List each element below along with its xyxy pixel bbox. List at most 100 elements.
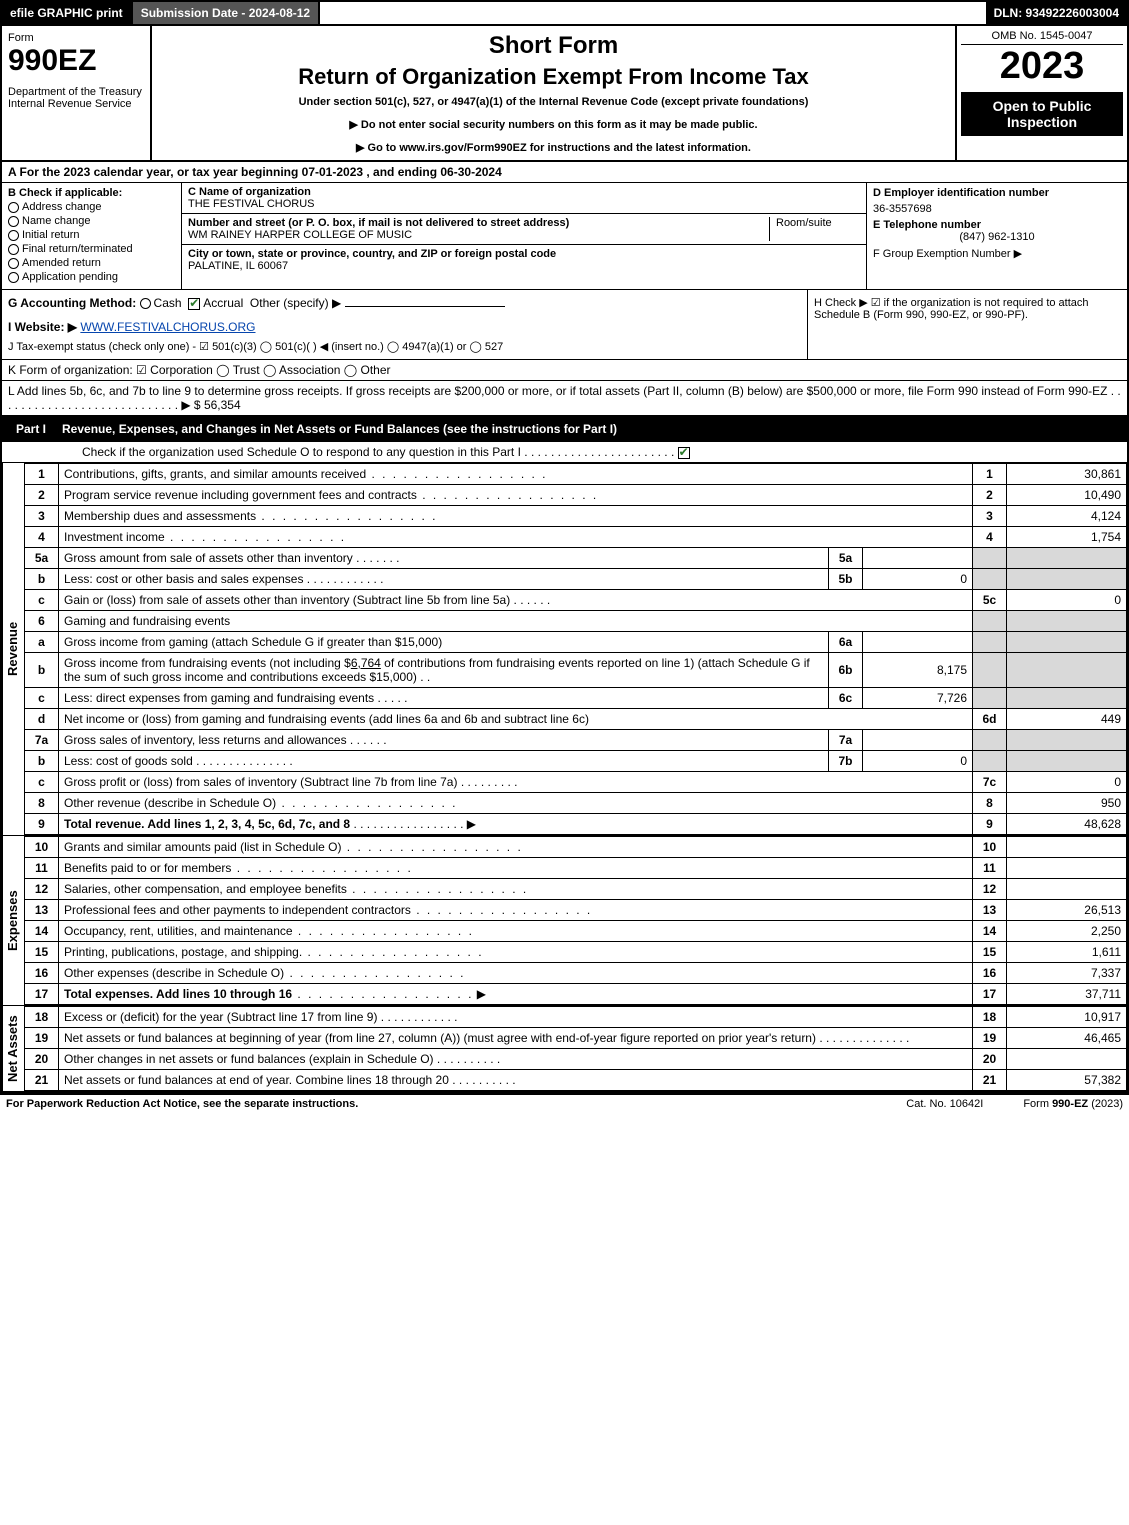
section-l-amount: 56,354 [204,398,241,412]
radio-cash[interactable] [140,298,151,309]
chk-name-change[interactable]: Name change [8,215,175,227]
form-label: Form [8,32,144,44]
line-12: 12Salaries, other compensation, and empl… [25,879,1127,900]
expenses-table: 10Grants and similar amounts paid (list … [24,836,1127,1005]
netassets-table: 18Excess or (deficit) for the year (Subt… [24,1006,1127,1091]
footer-left: For Paperwork Reduction Act Notice, see … [6,1098,358,1110]
line-13: 13Professional fees and other payments t… [25,900,1127,921]
note-link: ▶ Go to www.irs.gov/Form990EZ for instru… [162,141,945,154]
website-link[interactable]: WWW.FESTIVALCHORUS.ORG [80,320,255,334]
e-label: E Telephone number [873,219,1121,231]
chk-accrual[interactable] [188,298,200,310]
revenue-sidelabel: Revenue [2,463,24,835]
line-16: 16Other expenses (describe in Schedule O… [25,963,1127,984]
chk-address-change[interactable]: Address change [8,201,175,213]
line-10: 10Grants and similar amounts paid (list … [25,837,1127,858]
line-6b: bGross income from fundraising events (n… [25,653,1127,688]
line-7c: cGross profit or (loss) from sales of in… [25,772,1127,793]
netassets-section: Net Assets 18Excess or (deficit) for the… [2,1006,1127,1093]
line-8: 8Other revenue (describe in Schedule O)8… [25,793,1127,814]
submission-date: Submission Date - 2024-08-12 [133,2,320,24]
org-city: PALATINE, IL 60067 [188,260,860,272]
line-3: 3Membership dues and assessments34,124 [25,506,1127,527]
topbar: efile GRAPHIC print Submission Date - 20… [2,2,1127,26]
section-g: G Accounting Method: Cash Accrual Other … [2,290,807,359]
header-center: Short Form Return of Organization Exempt… [152,26,957,160]
section-h: H Check ▶ ☑ if the organization is not r… [807,290,1127,359]
line-18: 18Excess or (deficit) for the year (Subt… [25,1007,1127,1028]
telephone: (847) 962-1310 [873,231,1121,243]
under-section: Under section 501(c), 527, or 4947(a)(1)… [162,96,945,108]
footer-right: Form 990-EZ (2023) [1023,1098,1123,1110]
accrual-label: Accrual [203,296,243,310]
g-label: G Accounting Method: [8,296,136,310]
section-j: J Tax-exempt status (check only one) - ☑… [8,340,801,353]
form-container: efile GRAPHIC print Submission Date - 20… [0,0,1129,1095]
line-6d: dNet income or (loss) from gaming and fu… [25,709,1127,730]
line-11: 11Benefits paid to or for members11 [25,858,1127,879]
omb: OMB No. 1545-0047 [961,30,1123,45]
line-14: 14Occupancy, rent, utilities, and mainte… [25,921,1127,942]
section-a: A For the 2023 calendar year, or tax yea… [2,162,1127,183]
line-5b: bLess: cost or other basis and sales exp… [25,569,1127,590]
part-i-label: Part I [8,420,54,438]
expenses-section: Expenses 10Grants and similar amounts pa… [2,836,1127,1006]
line-6: 6Gaming and fundraising events [25,611,1127,632]
line-2: 2Program service revenue including gover… [25,485,1127,506]
header: Form 990EZ Department of the Treasury In… [2,26,1127,162]
line-9: 9Total revenue. Add lines 1, 2, 3, 4, 5c… [25,814,1127,835]
footer: For Paperwork Reduction Act Notice, see … [0,1095,1129,1113]
part-i-header: Part I Revenue, Expenses, and Changes in… [2,416,1127,442]
d-label: D Employer identification number [873,187,1121,199]
other-label: Other (specify) ▶ [250,296,341,310]
section-b: B Check if applicable: Address change Na… [2,183,182,289]
cash-label: Cash [154,296,182,310]
c-city-label: City or town, state or province, country… [188,248,860,260]
line-15: 15Printing, publications, postage, and s… [25,942,1127,963]
chk-final-return[interactable]: Final return/terminated [8,243,175,255]
return-title: Return of Organization Exempt From Incom… [162,64,945,90]
footer-catno: Cat. No. 10642I [906,1098,983,1110]
section-d-e-f: D Employer identification number 36-3557… [867,183,1127,289]
header-left: Form 990EZ Department of the Treasury In… [2,26,152,160]
ein: 36-3557698 [873,203,1121,215]
line-1: 1Contributions, gifts, grants, and simil… [25,464,1127,485]
part-i-title: Revenue, Expenses, and Changes in Net As… [62,422,617,436]
open-inspection: Open to Public Inspection [961,92,1123,136]
chk-amended[interactable]: Amended return [8,257,175,269]
chk-pending[interactable]: Application pending [8,271,175,283]
section-b-title: B Check if applicable: [8,187,175,199]
c-street-label: Number and street (or P. O. box, if mail… [188,217,763,229]
short-form-title: Short Form [162,32,945,60]
header-right: OMB No. 1545-0047 2023 Open to Public In… [957,26,1127,160]
room-suite-label: Room/suite [770,217,860,241]
form-number: 990EZ [8,44,144,78]
section-a-text: A For the 2023 calendar year, or tax yea… [8,165,502,179]
line-21: 21Net assets or fund balances at end of … [25,1070,1127,1091]
i-label: I Website: ▶ [8,320,77,334]
line-6a: aGross income from gaming (attach Schedu… [25,632,1127,653]
chk-initial-return[interactable]: Initial return [8,229,175,241]
netassets-sidelabel: Net Assets [2,1006,24,1091]
line-5a: 5aGross amount from sale of assets other… [25,548,1127,569]
line-20: 20Other changes in net assets or fund ba… [25,1049,1127,1070]
c-name-label: C Name of organization [188,186,860,198]
line-5c: cGain or (loss) from sale of assets othe… [25,590,1127,611]
expenses-sidelabel: Expenses [2,836,24,1005]
part-i-check: Check if the organization used Schedule … [2,442,1127,463]
org-name: THE FESTIVAL CHORUS [188,198,860,210]
note-ssn: ▶ Do not enter social security numbers o… [162,118,945,131]
efile-print: efile GRAPHIC print [2,2,133,24]
line-19: 19Net assets or fund balances at beginni… [25,1028,1127,1049]
revenue-section: Revenue 1Contributions, gifts, grants, a… [2,463,1127,836]
line-7b: bLess: cost of goods sold . . . . . . . … [25,751,1127,772]
line-7a: 7aGross sales of inventory, less returns… [25,730,1127,751]
f-label: F Group Exemption Number ▶ [873,247,1121,260]
line-6c: cLess: direct expenses from gaming and f… [25,688,1127,709]
dln: DLN: 93492226003004 [986,2,1127,24]
line-4: 4Investment income41,754 [25,527,1127,548]
section-k: K Form of organization: ☑ Corporation ◯ … [2,360,1127,381]
schedule-o-check[interactable] [678,447,690,459]
dept: Department of the Treasury Internal Reve… [8,86,144,110]
sections-b-f: B Check if applicable: Address change Na… [2,183,1127,290]
